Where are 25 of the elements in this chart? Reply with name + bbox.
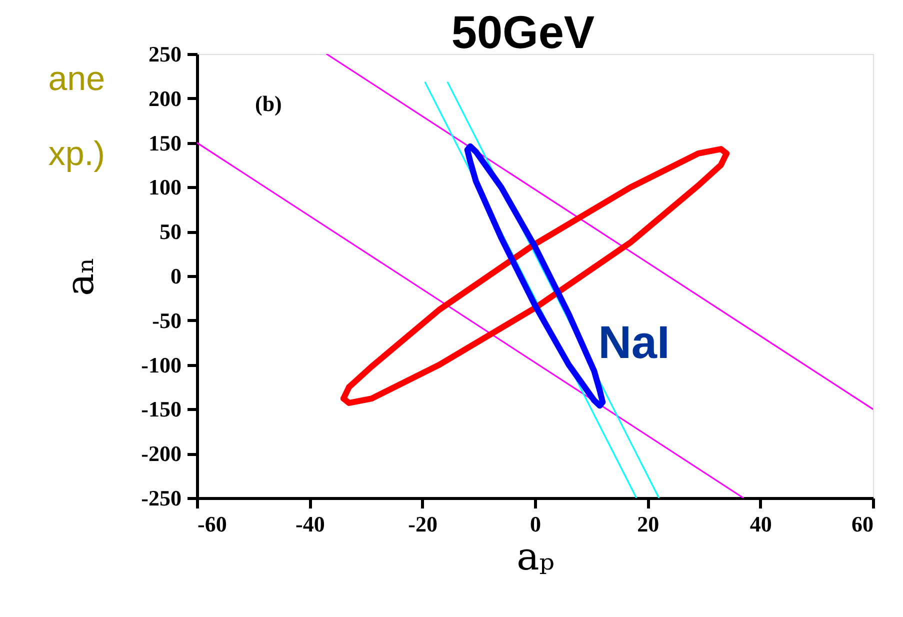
annotation: (b): [255, 91, 282, 116]
x-tick-label: 60: [852, 512, 874, 536]
y-tick-label: -150: [141, 396, 182, 422]
x-tick-label: -20: [408, 512, 438, 536]
x-tick-label: 0: [530, 512, 541, 536]
x-tick-label: 20: [637, 512, 660, 536]
y-axis-title: aₙ: [58, 256, 102, 296]
y-tick-label: 200: [148, 86, 182, 111]
text: ane: [48, 60, 105, 98]
x-axis-title: aₚ: [516, 534, 554, 578]
y-tick-label: -250: [141, 486, 182, 510]
annotation: NaI: [598, 316, 670, 368]
y-tick-label: 50: [160, 219, 182, 244]
chart-title: 50GeV: [451, 6, 595, 58]
text: xp.): [48, 135, 105, 173]
y-tick-label: 250: [148, 42, 182, 66]
x-tick-label: -60: [198, 512, 227, 536]
x-tick-label: -40: [296, 512, 325, 536]
y-tick-label: 150: [148, 130, 182, 156]
y-tick-label: -100: [141, 352, 182, 378]
y-tick-label: 100: [148, 174, 182, 200]
y-tick-label: -50: [152, 308, 182, 333]
y-tick-label: -200: [141, 441, 182, 466]
y-tick-label: 0: [170, 264, 182, 288]
x-tick-label: 40: [750, 512, 772, 536]
